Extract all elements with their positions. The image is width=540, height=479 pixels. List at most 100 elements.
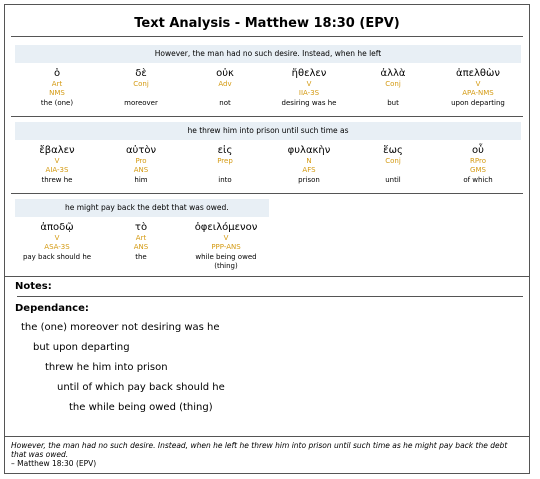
- analysis-frame: Text Analysis - Matthew 18:30 (EPV) Howe…: [4, 4, 530, 474]
- parsing: GMS: [470, 166, 486, 174]
- word-cell: ἔβαλεν V AIA-3S threw he: [15, 140, 99, 185]
- word-cell: ἀποδῷ V ASA-3S pay back should he: [15, 217, 99, 271]
- english-gloss: threw he: [41, 176, 73, 184]
- part-of-speech: Art: [51, 80, 63, 88]
- english-gloss: into: [218, 176, 232, 184]
- part-of-speech: Pro: [135, 157, 147, 165]
- gloss-line: However, the man had no such desire. Ins…: [15, 45, 521, 63]
- greek-word: ἀλλὰ: [380, 68, 406, 79]
- footer-quote: However, the man had no such desire. Ins…: [5, 437, 529, 468]
- notes-label: Notes:: [15, 281, 52, 292]
- gloss-line: he might pay back the debt that was owed…: [15, 199, 269, 217]
- parsing: [99, 89, 183, 98]
- word-cell: ἀπελθὼν V APA-NMS upon departing: [435, 63, 521, 108]
- gloss-line: he threw him into prison until such time…: [15, 122, 521, 140]
- parsing: [183, 89, 267, 98]
- word-cell: φυλακὴν N AFS prison: [267, 140, 351, 185]
- word-row: ἔβαλεν V AIA-3S threw he αὐτὸν Pro ANS him εἰς…: [15, 140, 521, 185]
- greek-word: ἀποδῷ: [40, 222, 74, 233]
- divider: [17, 296, 523, 297]
- parsing: [351, 166, 435, 175]
- parsing: AFS: [302, 166, 316, 174]
- greek-word: οὐκ: [216, 68, 234, 79]
- parsing: NMS: [49, 89, 65, 97]
- footer-section: However, the man had no such desire. Ins…: [5, 436, 529, 468]
- part-of-speech: V: [306, 80, 312, 88]
- english-gloss: upon departing: [451, 99, 505, 107]
- english-gloss: of which: [463, 176, 493, 184]
- greek-word: ἔβαλεν: [39, 145, 75, 156]
- divider: [11, 193, 523, 194]
- part-of-speech: Art: [135, 234, 147, 242]
- word-cell: οὐκ Adv not: [183, 63, 267, 108]
- english-gloss: moreover: [124, 99, 158, 107]
- footer-text: However, the man had no such desire. Ins…: [11, 441, 508, 459]
- part-of-speech: V: [54, 234, 60, 242]
- parsing: ASA-3S: [44, 243, 70, 251]
- part-of-speech: V: [475, 80, 481, 88]
- english-gloss: desiring was he: [281, 99, 337, 107]
- greek-word: ἕως: [383, 145, 403, 156]
- part-of-speech: Adv: [218, 80, 232, 88]
- english-gloss: not: [219, 99, 231, 107]
- dependance-line: the while being owed (thing): [69, 402, 213, 413]
- english-gloss: the (one): [40, 99, 74, 107]
- dependance-line: the (one) moreover not desiring was he: [21, 322, 220, 333]
- parsing: IIA-3S: [298, 89, 320, 97]
- greek-word: τὸ: [134, 222, 148, 233]
- verse-block-2: he threw him into prison until such time…: [15, 122, 521, 185]
- greek-word: ἤθελεν: [291, 68, 327, 79]
- english-gloss: while being owed (thing): [195, 253, 257, 270]
- dependance-line: but upon departing: [33, 342, 130, 353]
- part-of-speech: N: [306, 157, 312, 165]
- word-cell: δὲ Conj moreover: [99, 63, 183, 108]
- part-of-speech: Prep: [217, 157, 233, 165]
- verse-block-3: he might pay back the debt that was owed…: [15, 199, 269, 271]
- word-row: ὁ Art NMS the (one) δὲ Conj moreover οὐκ Adv …: [15, 63, 521, 108]
- word-cell: ὁ Art NMS the (one): [15, 63, 99, 108]
- greek-word: ἀπελθὼν: [455, 68, 500, 79]
- parsing: ANS: [133, 166, 149, 174]
- word-cell: εἰς Prep into: [183, 140, 267, 185]
- word-row: ἀποδῷ V ASA-3S pay back should he τὸ Art ANS t…: [15, 217, 269, 271]
- divider: [11, 36, 523, 37]
- part-of-speech: Conj: [385, 80, 401, 88]
- notes-section: Notes: Dependance: the (one) moreover no…: [5, 276, 529, 418]
- dependance-list: the (one) moreover not desiring was he b…: [5, 318, 529, 418]
- parsing: AIA-3S: [45, 166, 69, 174]
- part-of-speech: RPro: [470, 157, 486, 165]
- parsing: [183, 166, 267, 175]
- footer-reference: – Matthew 18:30 (EPV): [11, 459, 97, 468]
- greek-word: οὗ: [472, 145, 484, 156]
- greek-word: εἰς: [217, 145, 233, 156]
- english-gloss: the: [135, 253, 147, 261]
- word-cell: τὸ Art ANS the: [99, 217, 183, 271]
- english-gloss: but: [387, 99, 399, 107]
- dependance-line: threw he him into prison: [45, 362, 168, 373]
- part-of-speech: V: [54, 157, 60, 165]
- parsing: ANS: [133, 243, 149, 251]
- part-of-speech: Conj: [133, 80, 149, 88]
- english-gloss: pay back should he: [22, 253, 92, 261]
- part-of-speech: Conj: [385, 157, 401, 165]
- page-title: Text Analysis - Matthew 18:30 (EPV): [134, 16, 400, 31]
- greek-word: ὁ: [53, 68, 61, 79]
- parsing: [351, 89, 435, 98]
- english-gloss: until: [385, 176, 401, 184]
- parsing: PPP-ANS: [211, 243, 241, 251]
- verse-block-1: However, the man had no such desire. Ins…: [15, 45, 521, 108]
- word-cell: ἀλλὰ Conj but: [351, 63, 435, 108]
- dependance-label: Dependance:: [15, 303, 89, 314]
- word-cell: αὐτὸν Pro ANS him: [99, 140, 183, 185]
- english-gloss: prison: [298, 176, 320, 184]
- greek-word: αὐτὸν: [125, 145, 157, 156]
- greek-word: δὲ: [135, 68, 147, 79]
- word-cell: ὀφειλόμενον V PPP-ANS while being owed (thi…: [183, 217, 269, 271]
- dependance-line: until of which pay back should he: [57, 382, 225, 393]
- word-cell: ἕως Conj until: [351, 140, 435, 185]
- english-gloss: him: [134, 176, 148, 184]
- word-cell: ἤθελεν V IIA-3S desiring was he: [267, 63, 351, 108]
- part-of-speech: V: [223, 234, 229, 242]
- parsing: APA-NMS: [462, 89, 494, 97]
- greek-word: ὀφειλόμενον: [194, 222, 258, 233]
